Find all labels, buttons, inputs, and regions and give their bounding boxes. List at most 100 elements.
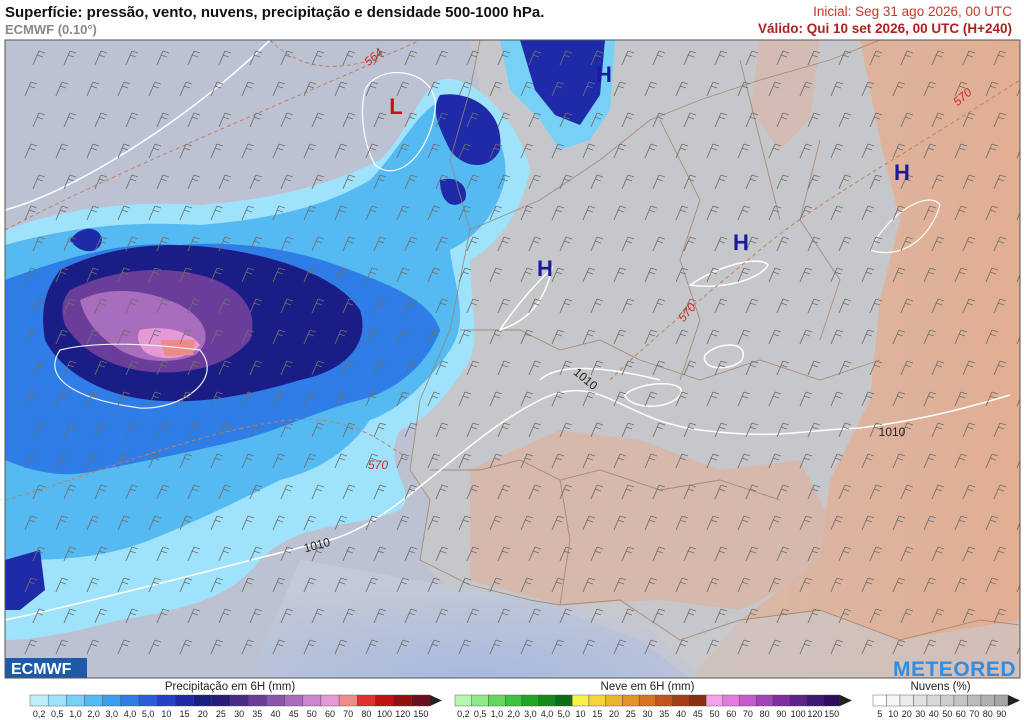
wind-barb [249,112,263,128]
wind-barb [799,81,813,97]
model-name: ECMWF (0.10°) [5,22,97,37]
wind-barb [559,174,573,190]
wind-barb [311,236,325,252]
wind-barb [714,546,728,562]
wind-barb [303,329,317,345]
wind-barb [621,174,635,190]
wind-barb [55,143,69,159]
legend-swatch [247,694,267,707]
wind-barb [311,360,325,376]
wind-barb [125,422,139,438]
legend-swatch [872,694,887,707]
wind-barb [396,639,410,655]
wind-barb [931,236,945,252]
wind-barb [218,50,232,66]
wind-barb [776,360,790,376]
wind-barb [427,515,441,531]
wind-barb [985,81,999,97]
wind-barb [520,205,534,221]
wind-barb [861,639,875,655]
wind-barb [985,453,999,469]
legend-swatch [266,694,285,707]
legend-label: 40 [929,709,939,719]
legend-swatch [211,694,231,707]
wind-barb [582,205,596,221]
wind-barb [55,81,69,97]
wind-barb [210,453,224,469]
wind-barb [528,174,542,190]
wind-barb [714,50,728,66]
wind-barb [559,236,573,252]
wind-barb [923,515,937,531]
wind-barb [551,267,565,283]
legend-swatch [655,694,673,707]
wind-barb [652,50,666,66]
wind-barb [993,484,1007,500]
wind-barb [303,267,317,283]
wind-barb [644,329,658,345]
wind-barb [497,112,511,128]
wind-barb [303,453,317,469]
wind-barb [179,267,193,283]
wind-barb [86,639,100,655]
wind-barb [954,81,968,97]
wind-barb [489,205,503,221]
wind-barb [652,608,666,624]
wind-barb [675,143,689,159]
wind-barb [830,577,844,593]
wind-barb [528,422,542,438]
wind-barb [869,50,883,66]
wind-barb [334,391,348,407]
wind-barb [869,236,883,252]
wind-barb [187,298,201,314]
wind-barb [737,639,751,655]
wind-barb [559,608,573,624]
wind-barb [32,546,46,562]
wind-barb [931,112,945,128]
wind-barb [24,453,38,469]
legend-label: 20 [609,709,619,719]
wind-barb [218,608,232,624]
wind-barb [187,174,201,190]
wind-barbs [24,50,1020,655]
wind-barb [427,143,441,159]
wind-barb [241,577,255,593]
wind-barb [962,298,976,314]
wind-barb [613,515,627,531]
wind-barb [621,112,635,128]
legend-label: 70 [743,709,753,719]
legend-swatch [284,694,303,707]
wind-barb [923,205,937,221]
wind-barb [404,50,418,66]
wind-barb [582,515,596,531]
high-center: H [537,256,553,281]
wind-barb [683,236,697,252]
wind-barb [954,329,968,345]
wind-barb [117,577,131,593]
wind-barb [156,112,170,128]
wind-barb [404,112,418,128]
wind-barb [396,453,410,469]
wind-barb [24,639,38,655]
wind-barb [621,50,635,66]
wind-barb [838,484,852,500]
wind-barb [63,546,77,562]
wind-barb [342,298,356,314]
wind-barb [962,360,976,376]
legend-swatch [967,694,982,707]
wind-barb [954,391,968,407]
wind-barb [458,639,472,655]
wind-barb [342,546,356,562]
wind-barb [768,639,782,655]
wind-barb [892,577,906,593]
wind-barb [179,143,193,159]
legend-label: 60 [726,709,736,719]
wind-barb [683,360,697,376]
wind-barb [745,236,759,252]
wind-barb [861,81,875,97]
wind-barb [714,422,728,438]
wind-barb [280,236,294,252]
wind-barb [675,81,689,97]
wind-barb [396,267,410,283]
